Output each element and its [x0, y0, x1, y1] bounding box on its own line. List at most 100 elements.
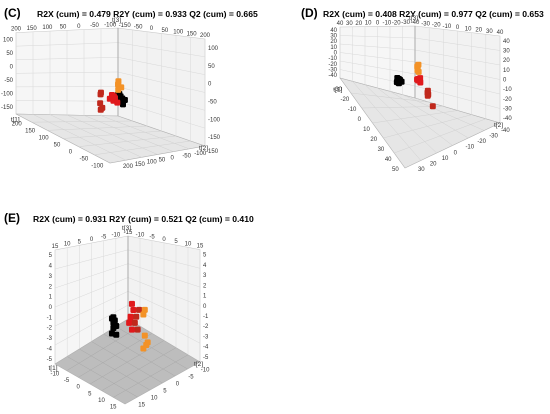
t3-tick-label: -2: [47, 326, 53, 332]
back-tick-label: 5: [174, 239, 178, 245]
back-tick-label: 5: [78, 239, 82, 245]
t3-tick-label: -20: [503, 97, 512, 103]
back-tick-label: 0: [456, 25, 460, 31]
t3-tick-label: -100: [208, 117, 221, 123]
t1-tick-label: 100: [39, 136, 50, 142]
t2-tick-label: -10: [465, 145, 474, 151]
back-tick-label: 10: [64, 242, 71, 248]
t3-tick-label: 30: [503, 49, 510, 55]
back-tick-label: 0: [376, 21, 380, 27]
back-tick-label: 100: [42, 25, 53, 31]
t3-tick-label: 50: [6, 51, 13, 57]
t2-tick-label: -30: [489, 133, 498, 139]
data-point: [109, 331, 115, 337]
t2-tick-label: 30: [418, 167, 425, 173]
t1-axis-label: t[1]: [49, 365, 58, 372]
t3-tick-label: 4: [49, 264, 53, 270]
data-point: [113, 323, 119, 329]
t3-tick-label: 100: [3, 37, 14, 43]
t3-tick-label: -2: [203, 324, 209, 330]
t3-tick-label: -10: [503, 87, 512, 93]
data-point: [143, 342, 149, 348]
t2-tick-label: -100: [194, 151, 207, 157]
back-tick-label: 150: [187, 31, 198, 37]
t1-tick-label: 15: [110, 405, 117, 411]
data-point: [414, 77, 420, 83]
back-tick-label: 10: [365, 21, 372, 27]
back-tick-label: -50: [90, 23, 99, 29]
back-tick-label: 50: [60, 24, 67, 30]
t2-tick-label: -10: [201, 368, 210, 374]
back-tick-label: -10: [136, 232, 145, 238]
t1-tick-label: 50: [392, 167, 399, 173]
t2-tick-label: 50: [159, 158, 166, 164]
t3-tick-label: -50: [4, 78, 13, 84]
t2-tick-label: 150: [135, 162, 146, 168]
t3-tick-label: -5: [203, 355, 209, 361]
panel-title-e: R2X (cum) = 0.931 R2Y (cum) = 0.521 Q2 (…: [33, 214, 254, 224]
panel-label-e: (E): [4, 211, 20, 225]
t3-tick-label: -3: [47, 336, 53, 342]
data-point: [416, 69, 422, 75]
data-point: [98, 90, 104, 96]
t2-axis-label: t[2]: [199, 145, 208, 152]
t3-axis-label: t[3]: [409, 15, 418, 22]
t2-tick-label: 0: [454, 150, 458, 156]
t3-tick-label: -100: [1, 92, 14, 98]
t3-tick-label: -150: [1, 105, 14, 111]
t3-tick-label: -30: [503, 107, 512, 113]
data-point: [135, 327, 141, 333]
back-tick-label: 40: [337, 21, 344, 27]
t1-tick-label: -100: [91, 164, 104, 170]
data-point: [142, 333, 148, 339]
t1-axis-label: t[1]: [11, 116, 20, 123]
t2-axis-label: t[2]: [194, 361, 203, 368]
back-tick-label: 150: [27, 26, 38, 32]
t1-tick-label: -50: [80, 157, 89, 163]
t1-tick-label: 30: [378, 147, 385, 153]
data-point: [130, 307, 136, 313]
data-point: [129, 301, 135, 307]
data-point: [430, 103, 436, 109]
t2-tick-label: 20: [430, 162, 437, 168]
t3-tick-label: 3: [49, 274, 53, 280]
back-tick-label: 10: [185, 241, 192, 247]
back-tick-label: 10: [465, 26, 472, 32]
t1-tick-label: 0: [76, 385, 80, 391]
back-tick-label: 20: [475, 28, 482, 34]
t3-tick-label: 1: [203, 294, 207, 300]
data-point: [98, 107, 104, 113]
data-point: [133, 314, 139, 320]
back-tick-label: -50: [134, 25, 143, 31]
t3-tick-label: -1: [203, 314, 209, 320]
t1-tick-label: 0: [358, 117, 362, 123]
t3-tick-label: 5: [49, 253, 53, 259]
back-tick-label: 30: [346, 21, 353, 27]
t1-tick-label: 10: [98, 398, 105, 404]
data-point: [415, 62, 421, 68]
back-tick-label: 30: [486, 29, 493, 35]
back-tick-label: 0: [162, 237, 166, 243]
back-tick-label: 15: [197, 244, 204, 250]
t2-tick-label: 10: [442, 156, 449, 162]
t2-tick-label: -20: [477, 139, 486, 145]
t3-tick-label: -1: [47, 315, 53, 321]
back-tick-label: 0: [150, 26, 154, 32]
t2-tick-label: 0: [176, 382, 180, 388]
data-point: [140, 312, 146, 318]
back-tick-label: 200: [200, 33, 211, 39]
back-tick-label: -10: [443, 24, 452, 30]
t1-tick-label: -5: [64, 378, 70, 384]
data-point: [111, 93, 117, 99]
t2-tick-label: 10: [151, 396, 158, 402]
t1-tick-label: 5: [88, 391, 92, 397]
back-tick-label: 0: [90, 237, 94, 243]
data-point: [114, 100, 120, 106]
back-tick-label: 40: [497, 30, 504, 36]
t3-tick-label: 0: [49, 305, 53, 311]
t3-tick-label: 3: [203, 273, 207, 279]
t3-tick-label: -150: [208, 135, 221, 141]
back-tick-label: 100: [173, 30, 184, 36]
t3-tick-label: -4: [47, 346, 53, 352]
